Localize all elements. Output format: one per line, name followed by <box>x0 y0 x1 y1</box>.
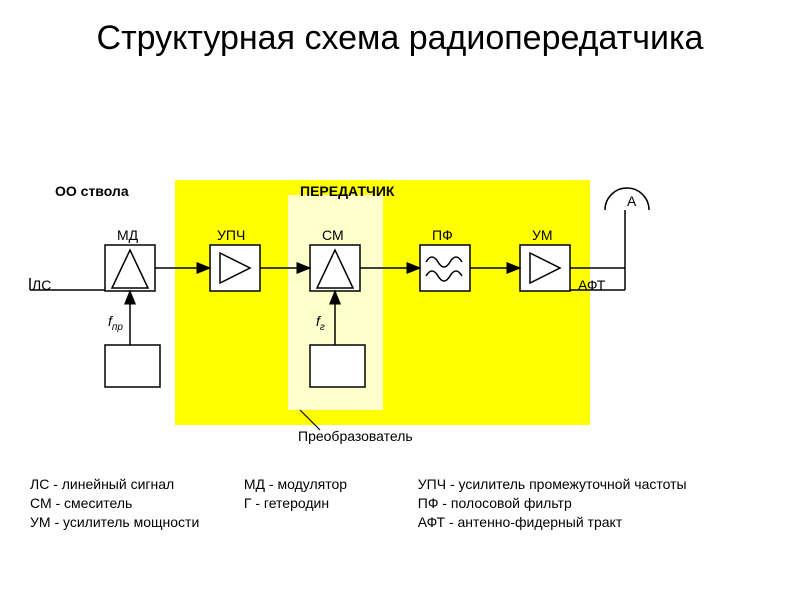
legend-cell: АФТ - антенно-фидерный тракт <box>418 513 622 532</box>
block-pf <box>420 245 470 291</box>
antenna-icon <box>605 188 649 210</box>
block-upch <box>210 245 260 291</box>
legend-cell: Г - гетеродин <box>244 494 414 513</box>
block-g1 <box>105 345 160 387</box>
block-md <box>105 245 155 291</box>
legend-cell: СМ - смеситель <box>30 494 240 513</box>
legend-cell: УПЧ - усилитель промежуточной частоты <box>418 475 687 494</box>
block-g2 <box>310 345 365 387</box>
legend-cell: МД - модулятор <box>244 475 414 494</box>
legend-row: ЛС - линейный сигнал МД - модулятор УПЧ … <box>30 475 687 494</box>
block-cm <box>310 245 360 291</box>
pointer-preobr <box>300 410 320 430</box>
legend-row: СМ - смеситель Г - гетеродин ПФ - полосо… <box>30 494 687 513</box>
legend-cell: ЛС - линейный сигнал <box>30 475 240 494</box>
block-um <box>520 245 570 291</box>
legend-cell: УМ - усилитель мощности <box>30 513 240 532</box>
legend-cell: ПФ - полосовой фильтр <box>418 494 572 513</box>
legend: ЛС - линейный сигнал МД - модулятор УПЧ … <box>30 475 687 532</box>
legend-row: УМ - усилитель мощности АФТ - антенно-фи… <box>30 513 687 532</box>
